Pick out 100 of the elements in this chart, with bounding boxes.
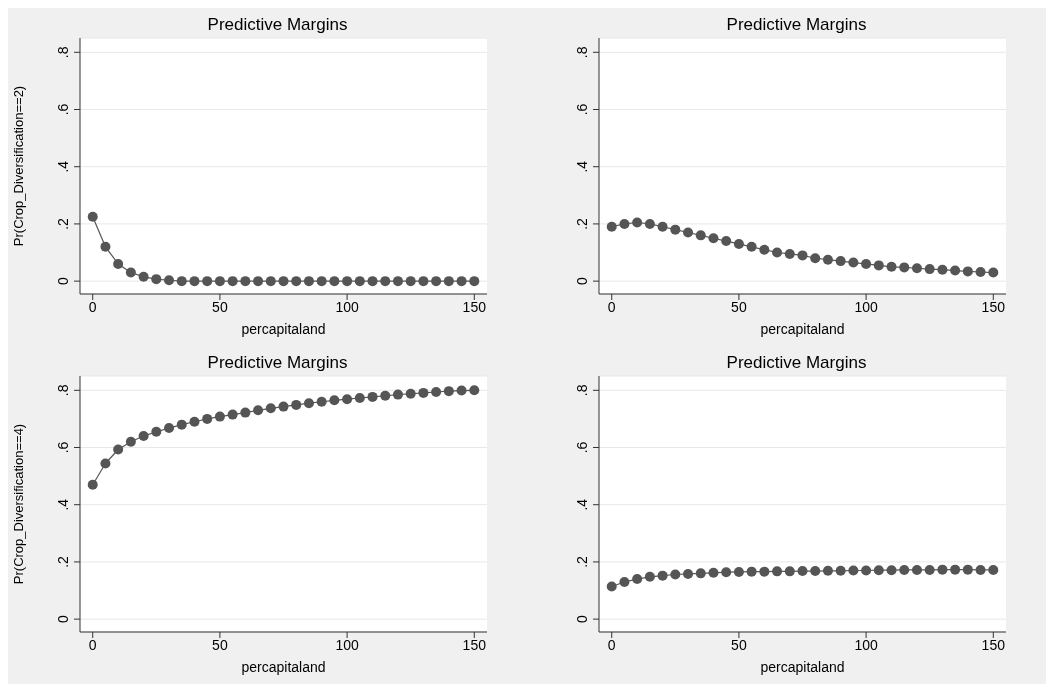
- point: [100, 241, 111, 252]
- y-tick-label: .2: [574, 555, 590, 568]
- point: [138, 431, 149, 442]
- y-axis-title: Pr(Crop_Diversification==4): [10, 423, 26, 585]
- y-tick-label: .4: [574, 498, 590, 511]
- y-tick-label: .8: [55, 384, 71, 397]
- point: [405, 388, 416, 399]
- point: [911, 263, 922, 274]
- point: [644, 218, 655, 229]
- point: [418, 387, 429, 398]
- point: [911, 564, 922, 575]
- point: [772, 247, 783, 258]
- point: [899, 262, 910, 273]
- point: [392, 276, 403, 287]
- chart-title: Predictive Margins: [207, 353, 348, 372]
- point: [354, 393, 365, 404]
- point: [202, 276, 213, 287]
- y-tick-label: 0: [574, 277, 590, 286]
- point: [797, 566, 808, 577]
- point: [632, 217, 643, 228]
- point: [189, 416, 200, 427]
- point: [924, 264, 935, 275]
- point: [189, 276, 200, 287]
- point: [924, 564, 935, 575]
- y-tick-label: .6: [55, 103, 71, 116]
- point: [975, 266, 986, 277]
- y-tick-label: .4: [55, 160, 71, 173]
- point: [380, 276, 391, 287]
- x-axis-title: percapitaland: [760, 321, 845, 337]
- point: [784, 566, 795, 577]
- point: [695, 230, 706, 241]
- point: [708, 233, 719, 244]
- point: [861, 258, 872, 269]
- y-tick-label: .6: [574, 103, 590, 116]
- x-tick-label: 50: [212, 298, 228, 315]
- point: [988, 564, 999, 575]
- y-tick-label: .6: [574, 441, 590, 454]
- point: [835, 256, 846, 267]
- point: [316, 396, 327, 407]
- point: [873, 260, 884, 271]
- chart-title: Predictive Margins: [726, 15, 867, 34]
- point: [848, 565, 859, 576]
- y-tick-label: 0: [55, 615, 71, 624]
- point: [810, 253, 821, 264]
- point: [873, 565, 884, 576]
- point: [632, 574, 643, 585]
- x-tick-label: 0: [607, 298, 616, 315]
- point: [810, 566, 821, 577]
- point: [619, 218, 630, 229]
- point: [670, 569, 681, 580]
- y-tick-label: .2: [574, 217, 590, 230]
- x-tick-label: 50: [212, 636, 228, 653]
- point: [899, 564, 910, 575]
- point: [937, 264, 948, 275]
- x-tick-label: 100: [854, 636, 878, 653]
- point: [125, 267, 136, 278]
- point: [606, 581, 617, 592]
- point: [113, 444, 124, 455]
- point: [950, 564, 961, 575]
- point: [886, 565, 897, 576]
- x-tick-label: 0: [88, 298, 97, 315]
- point: [418, 276, 429, 287]
- point: [164, 275, 175, 286]
- point: [746, 241, 757, 252]
- point: [797, 250, 808, 261]
- y-tick-label: 0: [574, 615, 590, 624]
- point: [392, 389, 403, 400]
- x-tick-label: 100: [335, 636, 359, 653]
- x-tick-label: 100: [854, 298, 878, 315]
- point: [886, 261, 897, 272]
- point: [431, 276, 442, 287]
- x-tick-label: 150: [462, 636, 487, 653]
- x-tick-label: 150: [981, 298, 1006, 315]
- point: [606, 221, 617, 232]
- point: [214, 276, 225, 287]
- x-tick-label: 150: [462, 298, 487, 315]
- point: [733, 238, 744, 249]
- point: [291, 399, 302, 410]
- point: [138, 271, 149, 282]
- y-tick-label: .2: [55, 555, 71, 568]
- point: [469, 276, 480, 287]
- point: [619, 576, 630, 587]
- point: [670, 224, 681, 235]
- point: [644, 571, 655, 582]
- y-tick-label: .4: [574, 160, 590, 173]
- point: [316, 276, 327, 287]
- y-tick-label: 0: [55, 277, 71, 286]
- point: [253, 276, 264, 287]
- point: [683, 568, 694, 579]
- point: [772, 566, 783, 577]
- point: [469, 385, 480, 396]
- point: [164, 423, 175, 434]
- x-axis-title: percapitaland: [241, 321, 326, 337]
- point: [988, 267, 999, 278]
- point: [151, 426, 162, 437]
- point: [176, 276, 187, 287]
- y-axis-title: Pr(Crop_Diversification==2): [10, 85, 26, 247]
- point: [240, 276, 251, 287]
- point: [367, 276, 378, 287]
- point: [202, 413, 213, 424]
